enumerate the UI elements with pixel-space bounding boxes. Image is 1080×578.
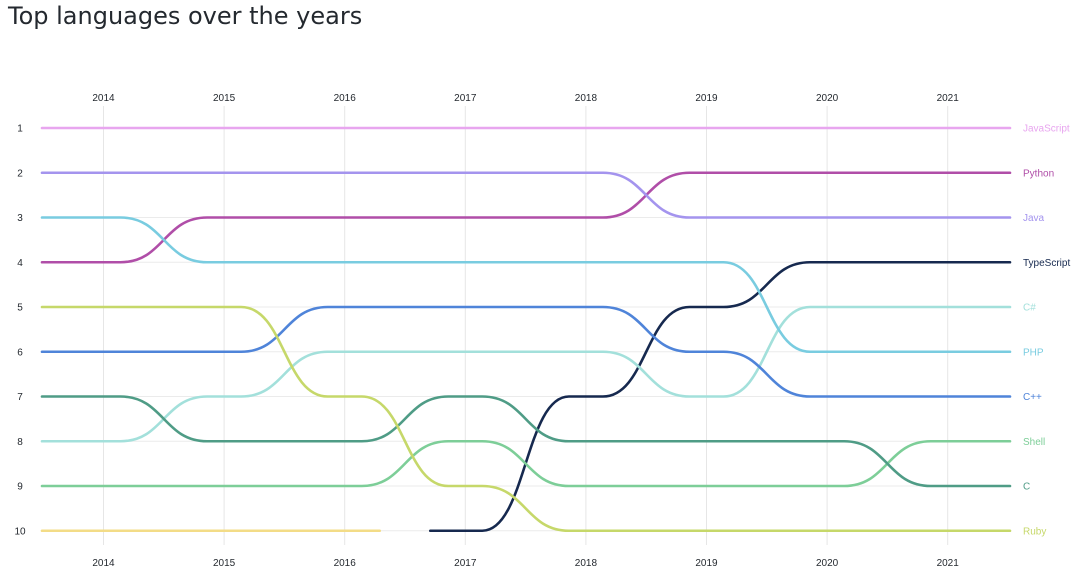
series-label-shell: Shell [1023,437,1045,448]
axis-ticks: 2014 2014 2015 2015 2016 2016 2017 2017 2018 2018… [14,93,959,569]
y-tick-label: 8 [17,437,23,448]
x-tick-label-top: 2019 [695,93,718,104]
series-label-ruby: Ruby [1023,526,1046,537]
y-tick-label: 3 [17,213,23,224]
series-label-php: PHP [1023,347,1044,358]
chart-title: Top languages over the years [8,2,363,30]
x-tick-label-bottom: 2017 [454,558,477,569]
series-line-php [40,216,1012,354]
x-tick-label-bottom: 2014 [92,558,115,569]
y-tick-label: 1 [17,124,23,135]
x-tick-label-top: 2017 [454,93,477,104]
x-tick-label-top: 2015 [213,93,236,104]
series-label-cplusplus: C++ [1023,392,1042,403]
x-tick-label-bottom: 2018 [575,558,598,569]
series-label-csharp: C# [1023,303,1036,314]
x-tick-label-bottom: 2020 [816,558,839,569]
series-label-typescript: TypeScript [1023,258,1070,269]
series-line-shell [40,439,1012,488]
y-tick-label: 5 [17,303,23,314]
x-tick-label-top: 2018 [575,93,598,104]
series-line-cplusplus [40,305,1012,398]
y-tick-label: 7 [17,392,23,403]
series-label-c: C [1023,482,1030,493]
x-tick-label-top: 2021 [937,93,960,104]
x-tick-label-bottom: 2021 [937,558,960,569]
y-tick-label: 4 [17,258,23,269]
series-labels: JavaScript Python Java TypeScript C# PHP C++ Sh… [1023,124,1070,538]
series-line-c [40,395,1012,488]
series-label-javascript: JavaScript [1023,124,1070,135]
series-line-typescript [429,260,1012,533]
series-line-python [40,171,1012,264]
series-label-java: Java [1023,213,1045,224]
y-tick-label: 9 [17,482,23,493]
series-lines [40,126,1012,533]
series-line-java [40,171,1012,219]
x-tick-label-top: 2014 [92,93,115,104]
series-label-python: Python [1023,168,1054,179]
x-tick-label-bottom: 2019 [695,558,718,569]
y-tick-label: 6 [17,347,23,358]
y-tick-label: 10 [14,526,26,537]
series-line-ruby [40,305,1012,533]
x-tick-label-bottom: 2016 [334,558,357,569]
x-tick-label-bottom: 2015 [213,558,236,569]
y-tick-label: 2 [17,168,23,179]
x-tick-label-top: 2016 [334,93,357,104]
series-line-csharp [40,305,1012,443]
x-tick-label-top: 2020 [816,93,839,104]
